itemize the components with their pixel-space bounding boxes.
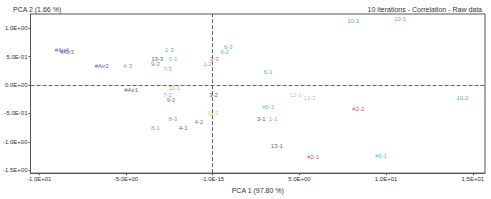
svg-text:0.0E+00: 0.0E+00 [5,82,28,88]
svg-text:5.0E+00: 5.0E+00 [288,176,311,182]
svg-text:6-3: 6-3 [223,44,233,50]
svg-text:#5-1: #5-1 [375,153,388,159]
svg-text:1.0E+01: 1.0E+01 [375,176,398,182]
svg-text:#Air3: #Air3 [60,49,75,55]
svg-text:12-1: 12-1 [290,92,303,98]
svg-text:6-2: 6-2 [220,49,229,55]
svg-text:10 iterations - Correlation -: 10 iterations - Correlation - Raw data [368,6,482,13]
svg-text:4-2: 4-2 [194,119,203,125]
svg-text:-5.0E-01: -5.0E-01 [5,110,29,116]
svg-text:-1.0E+00: -1.0E+00 [3,139,28,145]
svg-text:-1.0E+01: -1.0E+01 [27,176,52,182]
svg-text:11-3: 11-3 [206,110,219,117]
svg-text:9-2: 9-2 [167,97,176,103]
svg-text:1-2: 1-2 [203,61,212,67]
svg-text:3-2: 3-2 [209,92,218,98]
svg-text:-5.0E+00: -5.0E+00 [114,176,139,182]
svg-text:#2-1: #2-1 [307,154,320,160]
svg-text:1.0E+00: 1.0E+00 [5,25,28,31]
svg-text:11-1: 11-1 [168,84,181,91]
svg-text:5-3: 5-3 [168,56,177,62]
svg-text:13-1: 13-1 [271,143,284,149]
svg-text:-1.5E+00: -1.5E+00 [3,167,28,173]
svg-text:1-1: 1-1 [269,116,278,122]
svg-text:2-3: 2-3 [210,56,219,62]
svg-text:1-3: 1-3 [165,47,174,53]
svg-text:10-2: 10-2 [456,95,469,101]
svg-text:7-3: 7-3 [163,66,172,72]
svg-text:12-2: 12-2 [304,95,317,101]
svg-text:#2-2: #2-2 [352,106,365,112]
svg-text:7-2: 7-2 [163,92,172,99]
svg-text:PCA 1 (97.80 %): PCA 1 (97.80 %) [232,187,284,195]
svg-text:PCA 2 (1.66 %): PCA 2 (1.66 %) [13,6,61,14]
svg-text:13-3: 13-3 [151,56,164,63]
svg-text:4-1: 4-1 [179,125,188,131]
svg-text:10-3: 10-3 [347,18,360,24]
svg-text:8-1: 8-1 [151,125,160,131]
svg-text:4-3: 4-3 [123,63,132,69]
svg-text:#Air2: #Air2 [95,63,110,69]
svg-text:#5-3: #5-3 [262,104,275,110]
svg-text:10-1: 10-1 [394,16,407,22]
svg-text:9-3: 9-3 [151,61,160,67]
svg-text:8-3: 8-3 [168,116,177,122]
svg-text:-1.0E-15: -1.0E-15 [201,176,225,182]
svg-text:1.5E+01: 1.5E+01 [462,176,485,182]
svg-text:6-1: 6-1 [264,69,273,75]
svg-text:3-1: 3-1 [257,116,266,122]
svg-text:5.0E-01: 5.0E-01 [7,54,29,60]
svg-text:#Air1: #Air1 [124,87,139,93]
